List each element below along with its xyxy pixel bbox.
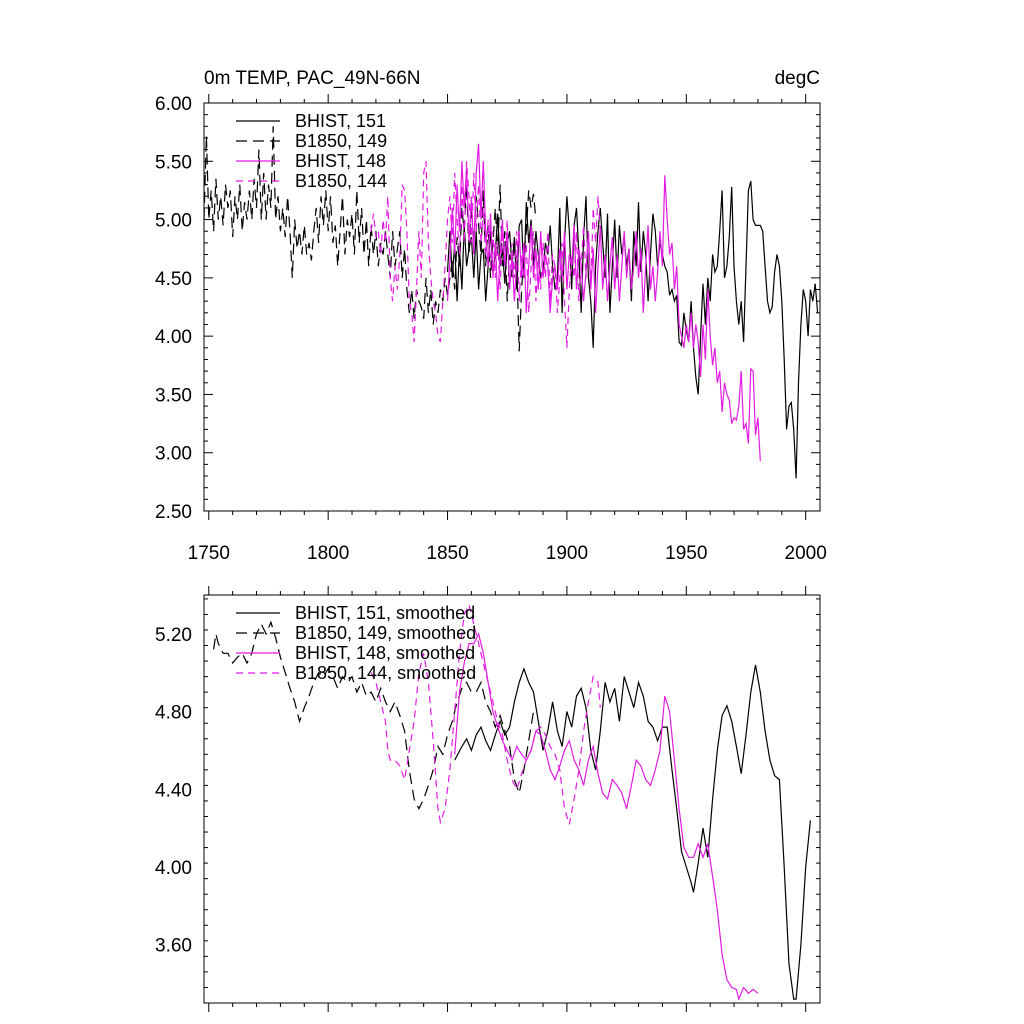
chart-title: 0m TEMP, PAC_49N-66N <box>204 68 420 89</box>
legend-label: BHIST, 151, smoothed <box>295 603 475 623</box>
series-line <box>454 664 811 1000</box>
plot-frame <box>203 594 821 1004</box>
y-tick-label: 3.00 <box>155 444 192 465</box>
x-tick-label: 1750 <box>188 543 230 564</box>
smoothed-temperature-panel: 3.60 4.00 4.40 4.80 5.20 BHIST, 151, smoothed… <box>155 586 821 1012</box>
legend-label: BHIST, 148, smoothed <box>295 643 475 663</box>
legend-label: B1850, 149, smoothed <box>295 623 476 643</box>
legend-label: B1850, 144 <box>295 171 387 191</box>
y-tick-label: 4.80 <box>155 703 192 724</box>
y-tick-label: 3.50 <box>155 385 192 406</box>
chart-title-row: 0m TEMP, PAC_49N-66N degC <box>204 68 820 89</box>
y-tick-label: 4.50 <box>155 269 192 290</box>
y-tick-label: 3.60 <box>155 936 192 957</box>
series-line <box>446 180 819 479</box>
legend-label: BHIST, 148 <box>295 151 386 171</box>
x-tick-label: 2000 <box>785 543 827 564</box>
x-tick-label: 1800 <box>307 543 349 564</box>
y-tick-label: 4.40 <box>155 780 192 801</box>
x-tick-label: 1900 <box>546 543 588 564</box>
y-tick-label: 2.50 <box>155 502 192 523</box>
legend-label: B1850, 149 <box>295 131 387 151</box>
legend-label: BHIST, 151 <box>295 111 386 131</box>
y-tick-label: 4.00 <box>155 327 192 348</box>
y-tick-label: 6.00 <box>155 94 192 115</box>
y-tick-label: 5.20 <box>155 625 192 646</box>
raw-temperature-panel: 1750 1800 1850 1900 1950 2000 2.50 3.00 3.50 4.00… <box>155 94 827 564</box>
x-tick-label: 1850 <box>426 543 468 564</box>
series-line <box>454 632 759 1002</box>
y-tick-label: 5.00 <box>155 211 192 232</box>
series-line <box>370 602 601 825</box>
series-line <box>370 161 601 348</box>
legend-label: B1850, 144, smoothed <box>295 663 476 683</box>
x-tick-label: 1950 <box>665 543 707 564</box>
y-tick-label: 5.50 <box>155 152 192 173</box>
units-label: degC <box>775 68 820 89</box>
plot-frame <box>203 102 821 512</box>
y-tick-label: 4.00 <box>155 858 192 879</box>
series-line <box>213 620 539 811</box>
series-line <box>446 143 761 461</box>
